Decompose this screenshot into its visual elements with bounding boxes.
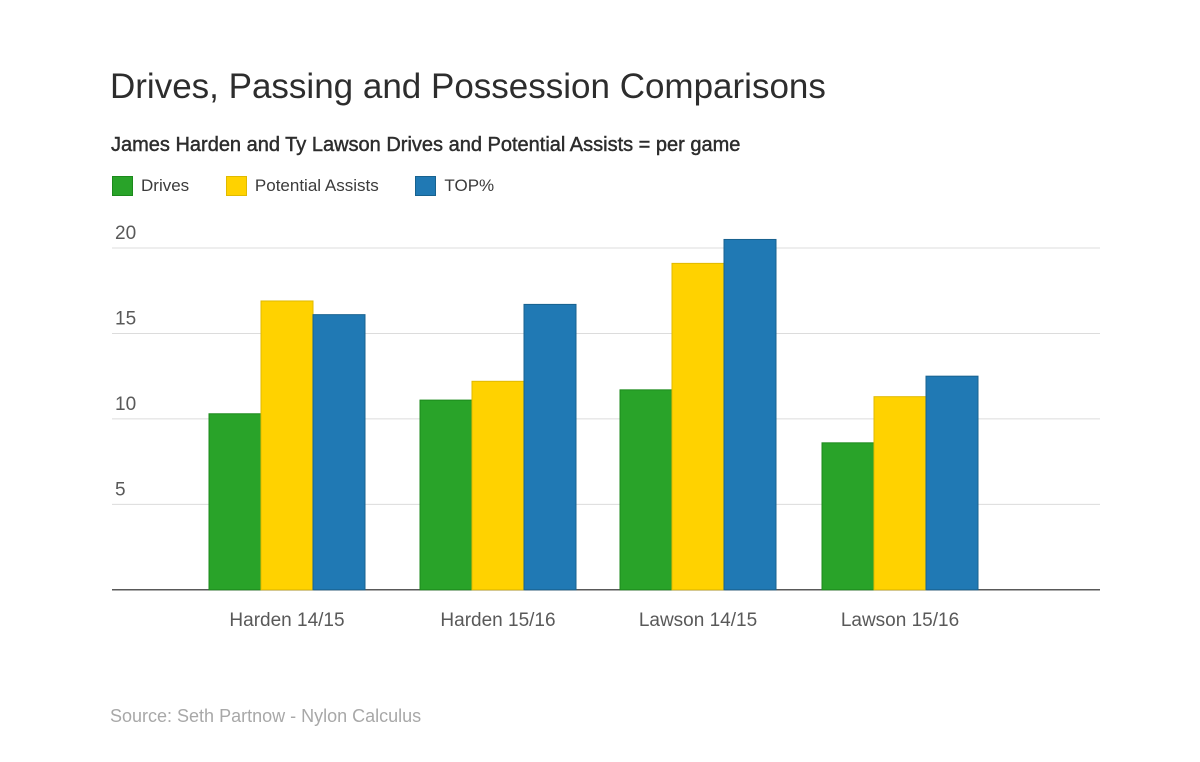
svg-text:Lawson 15/16: Lawson 15/16 (841, 610, 959, 631)
svg-text:5: 5 (115, 479, 126, 500)
svg-text:20: 20 (115, 223, 136, 244)
svg-text:10: 10 (115, 394, 136, 415)
svg-text:15: 15 (115, 308, 136, 329)
svg-text:Harden 14/15: Harden 14/15 (229, 610, 344, 631)
svg-text:Harden 15/16: Harden 15/16 (440, 610, 555, 631)
svg-text:Lawson 14/15: Lawson 14/15 (639, 610, 757, 631)
